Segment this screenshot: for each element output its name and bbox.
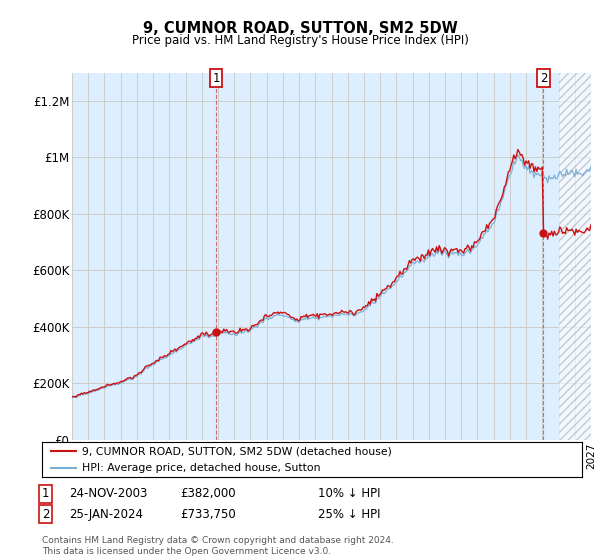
Text: 9, CUMNOR ROAD, SUTTON, SM2 5DW (detached house): 9, CUMNOR ROAD, SUTTON, SM2 5DW (detache… <box>83 446 392 456</box>
Text: £382,000: £382,000 <box>180 487 236 501</box>
Text: 2: 2 <box>540 72 547 85</box>
Text: 10% ↓ HPI: 10% ↓ HPI <box>318 487 380 501</box>
Text: 25% ↓ HPI: 25% ↓ HPI <box>318 507 380 521</box>
Text: HPI: Average price, detached house, Sutton: HPI: Average price, detached house, Sutt… <box>83 464 321 473</box>
Bar <box>559 73 591 440</box>
Text: 1: 1 <box>212 72 220 85</box>
Text: 9, CUMNOR ROAD, SUTTON, SM2 5DW: 9, CUMNOR ROAD, SUTTON, SM2 5DW <box>143 21 457 36</box>
Text: Contains HM Land Registry data © Crown copyright and database right 2024.
This d: Contains HM Land Registry data © Crown c… <box>42 536 394 556</box>
Text: 1: 1 <box>42 487 50 501</box>
Text: Price paid vs. HM Land Registry's House Price Index (HPI): Price paid vs. HM Land Registry's House … <box>131 34 469 46</box>
Text: 25-JAN-2024: 25-JAN-2024 <box>69 507 143 521</box>
Text: 24-NOV-2003: 24-NOV-2003 <box>69 487 148 501</box>
Text: £733,750: £733,750 <box>180 507 236 521</box>
Text: 2: 2 <box>42 507 50 521</box>
